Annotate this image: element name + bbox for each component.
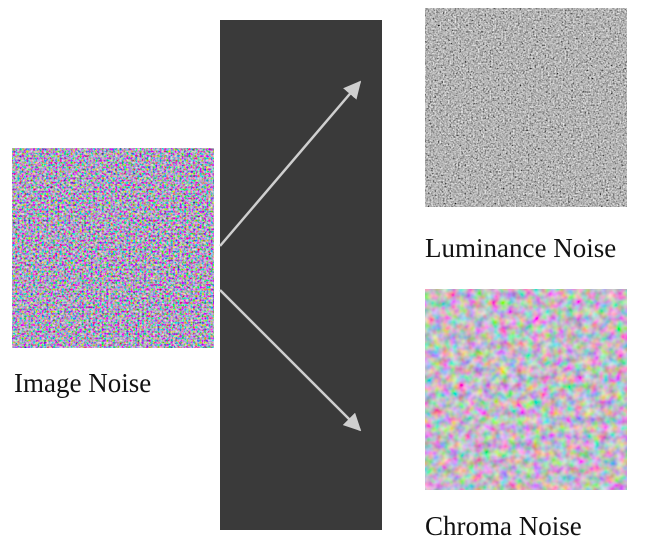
- luminance-noise-label: Luminance Noise: [425, 233, 616, 263]
- chroma-noise-swatch: [425, 289, 627, 490]
- diagram: Image Noise Luminance Noise Chroma Noise: [0, 0, 654, 541]
- chroma-noise-label: Chroma Noise: [425, 511, 582, 541]
- luminance-noise-swatch: [425, 8, 627, 207]
- image-noise-label: Image Noise: [14, 368, 151, 398]
- image-noise-swatch: [12, 148, 214, 348]
- dark-panel: [220, 20, 382, 530]
